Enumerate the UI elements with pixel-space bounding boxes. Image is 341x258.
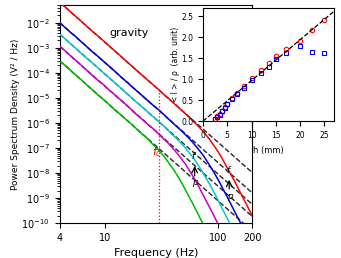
Text: $f$: $f$ xyxy=(191,150,197,162)
Text: $f_c$: $f_c$ xyxy=(152,146,162,159)
Text: $p$: $p$ xyxy=(192,178,199,189)
Y-axis label: Power Spectrum Density (V² / Hz): Power Spectrum Density (V² / Hz) xyxy=(11,38,20,190)
Y-axis label: < I > / ρ  (arb. unit): < I > / ρ (arb. unit) xyxy=(170,27,180,102)
Text: capillary: capillary xyxy=(204,105,252,115)
X-axis label: h (mm): h (mm) xyxy=(253,146,284,155)
X-axis label: Frequency (Hz): Frequency (Hz) xyxy=(114,248,198,258)
Text: $f$: $f$ xyxy=(225,164,232,174)
Text: $p$: $p$ xyxy=(227,192,235,203)
Text: gravity: gravity xyxy=(109,28,149,38)
